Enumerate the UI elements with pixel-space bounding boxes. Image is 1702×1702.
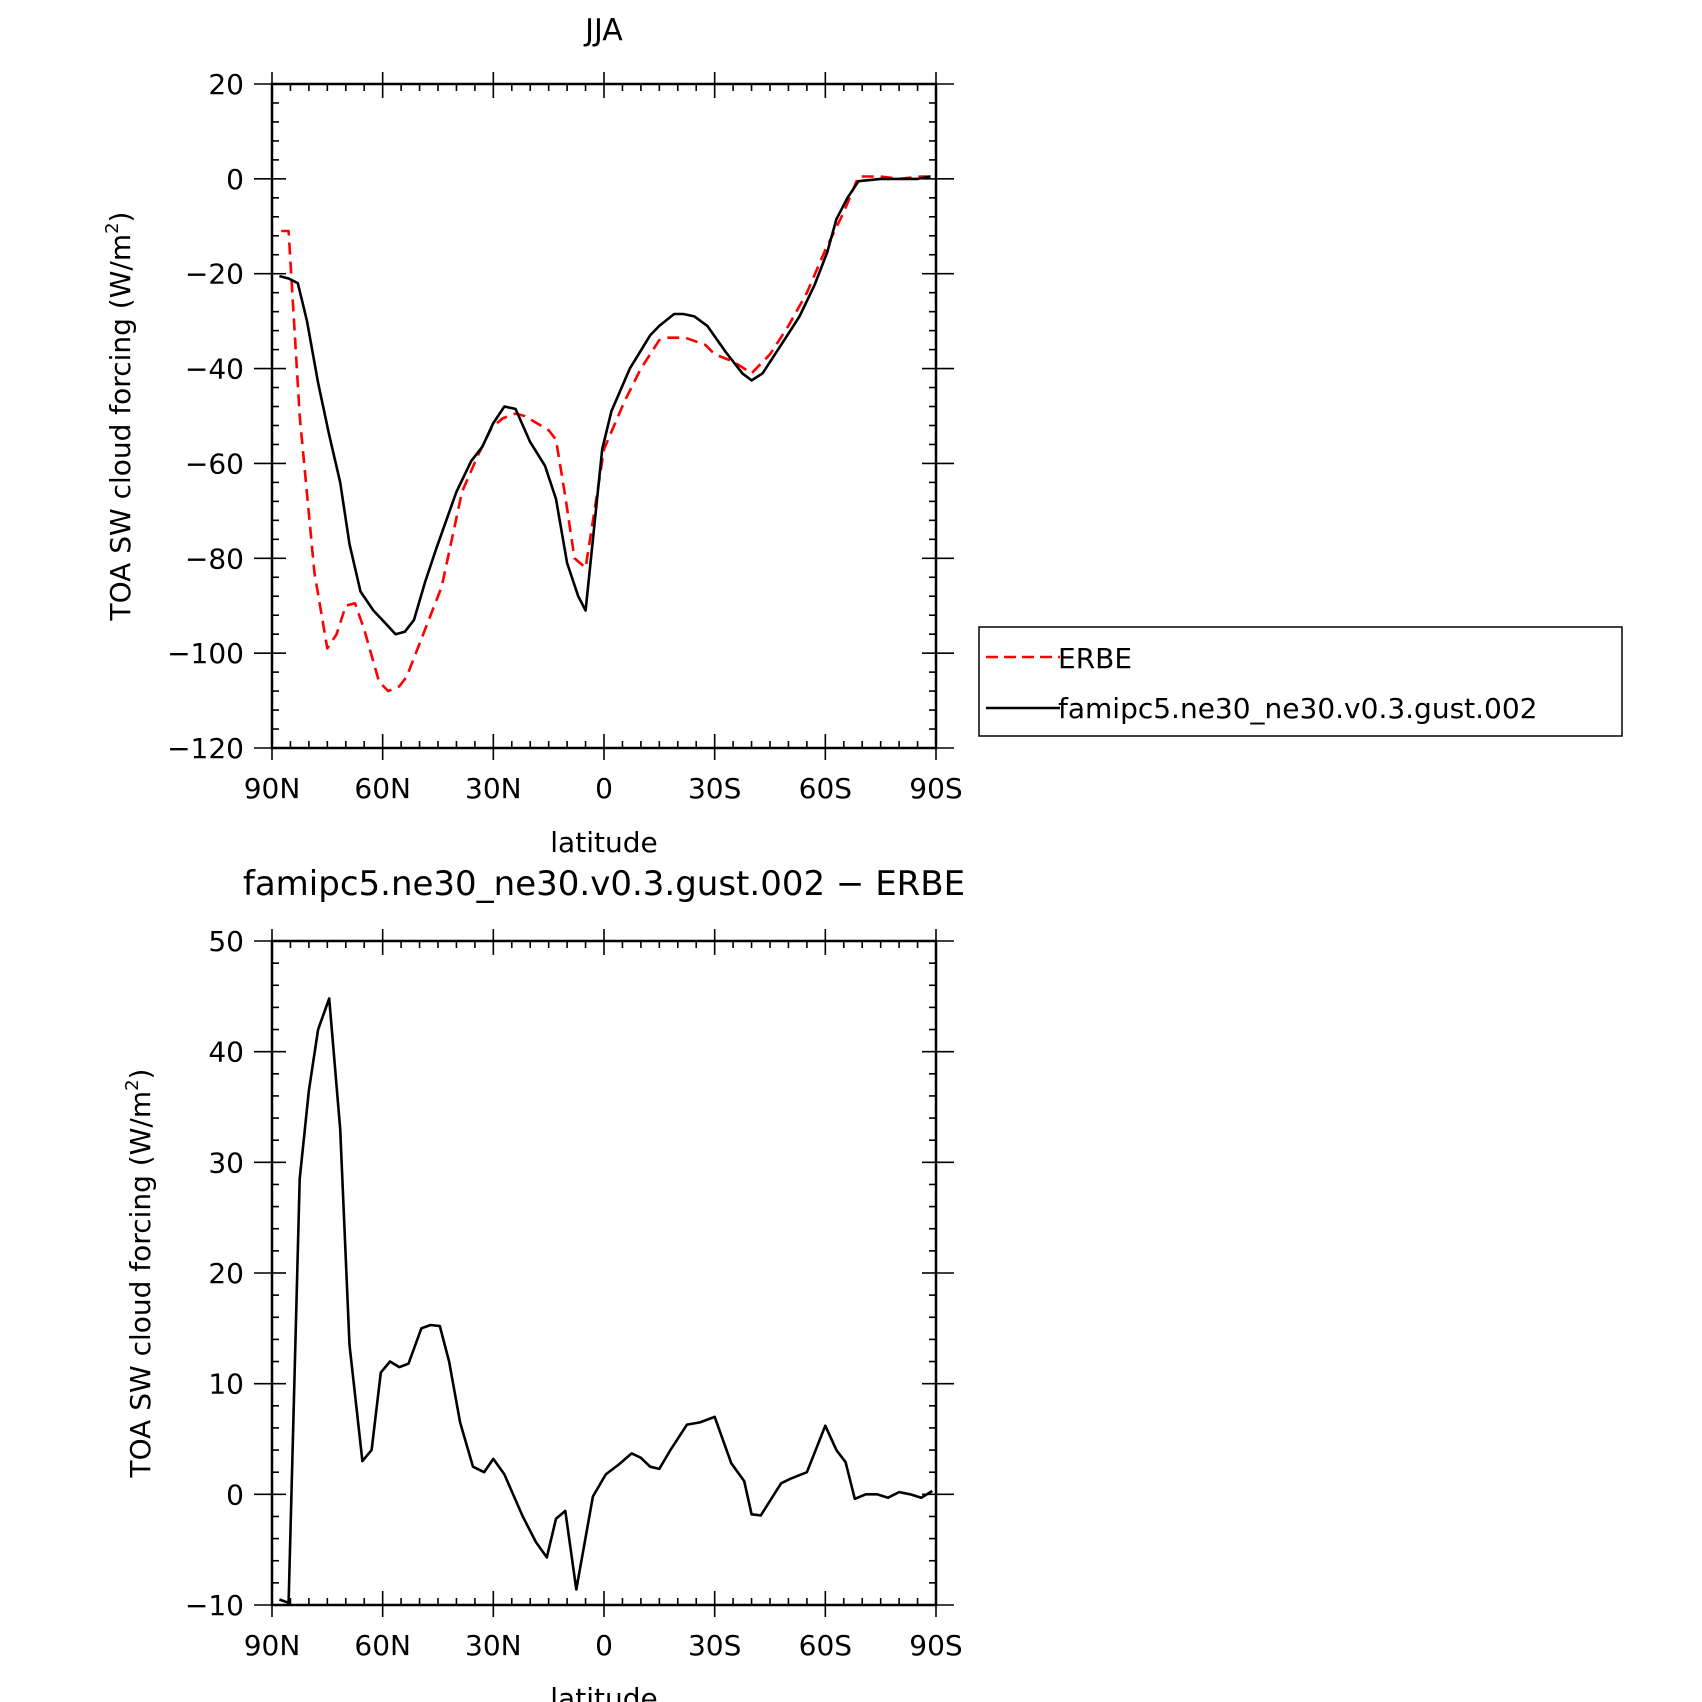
x-tick-label: 0	[595, 772, 613, 805]
x-tick-label: 90S	[909, 1629, 962, 1662]
bottom-chart-y-axis-label: TOA SW cloud forcing (W/m2)	[122, 1069, 157, 1479]
x-tick-label: 30S	[688, 1629, 741, 1662]
difference-series-line	[278, 997, 933, 1605]
top-chart-y-axis-label-superscript: 2	[102, 222, 123, 233]
bottom-chart-frame	[270, 939, 938, 1607]
y-tick-label: 20	[208, 1257, 244, 1290]
bottom-chart: famipc5.ne30_ne30.v0.3.gust.002 − ERBE 9…	[122, 864, 965, 1702]
top-chart-y-axis-label-end: )	[104, 212, 137, 223]
top-chart-legend-box	[978, 626, 1623, 737]
top-chart-y-axis-label: TOA SW cloud forcing (W/m2)	[102, 212, 137, 622]
bottom-chart-x-tick-labels: 90N 60N 30N 0 30S 60S 90S	[244, 1629, 963, 1662]
y-tick-label: −100	[167, 637, 244, 670]
x-tick-label: 30N	[465, 772, 522, 805]
bottom-chart-ticks	[254, 929, 954, 1617]
y-tick-label: −40	[185, 353, 244, 386]
top-chart-frame	[270, 82, 938, 750]
y-tick-label: −80	[185, 542, 244, 575]
erbe-series-line	[281, 175, 931, 693]
x-tick-label: 30N	[465, 1629, 522, 1662]
top-chart-ticks	[254, 72, 954, 760]
top-chart-y-axis-label-main: TOA SW cloud forcing (W/m	[104, 234, 137, 622]
y-tick-label: −120	[167, 732, 244, 765]
y-tick-label: 30	[208, 1146, 244, 1179]
top-chart-x-axis-label: latitude	[550, 826, 657, 859]
famipc5-ne30-ne30-v0-3-gust-002-series-line	[279, 175, 931, 636]
y-tick-label: 20	[208, 68, 244, 101]
bottom-chart-plot-area	[254, 929, 954, 1617]
x-tick-label: 60S	[799, 772, 852, 805]
top-chart-title: JJA	[583, 13, 623, 48]
x-tick-label: 90S	[909, 772, 962, 805]
bottom-chart-y-axis-label-end: )	[124, 1069, 157, 1080]
y-tick-label: 0	[226, 163, 244, 196]
top-chart: JJA 90N 60N 30N 0 30S 60S 90S 20 0 −20 −40 −60 −80 −…	[102, 13, 1623, 859]
legend-erbe-label: ERBE	[1058, 642, 1132, 675]
y-tick-label: 10	[208, 1368, 244, 1401]
bottom-chart-x-axis-label: latitude	[550, 1682, 657, 1702]
top-chart-legend: ERBE famipc5.ne30_ne30.v0.3.gust.002	[978, 626, 1623, 737]
x-tick-label: 60N	[354, 1629, 411, 1662]
bottom-chart-y-axis-label-superscript: 2	[122, 1079, 143, 1090]
x-tick-label: 0	[595, 1629, 613, 1662]
x-tick-label: 60S	[799, 1629, 852, 1662]
bottom-chart-series-group	[278, 997, 933, 1605]
legend-model-label: famipc5.ne30_ne30.v0.3.gust.002	[1058, 692, 1538, 725]
x-tick-label: 30S	[688, 772, 741, 805]
y-tick-label: 0	[226, 1478, 244, 1511]
top-chart-x-tick-labels: 90N 60N 30N 0 30S 60S 90S	[244, 772, 963, 805]
bottom-chart-y-axis-label-main: TOA SW cloud forcing (W/m	[124, 1091, 157, 1479]
y-tick-label: −60	[185, 447, 244, 480]
bottom-chart-y-tick-labels: 50 40 30 20 10 0 −10	[185, 925, 244, 1622]
y-tick-label: 40	[208, 1036, 244, 1069]
x-tick-label: 60N	[354, 772, 411, 805]
x-tick-label: 90N	[244, 1629, 301, 1662]
top-chart-plot-area	[254, 72, 954, 760]
x-tick-label: 90N	[244, 772, 301, 805]
top-chart-y-tick-labels: 20 0 −20 −40 −60 −80 −100 −120	[167, 68, 244, 765]
top-chart-series-group	[279, 175, 931, 693]
bottom-chart-title: famipc5.ne30_ne30.v0.3.gust.002 − ERBE	[243, 864, 965, 904]
y-tick-label: −20	[185, 258, 244, 291]
y-tick-label: 50	[208, 925, 244, 958]
y-tick-label: −10	[185, 1589, 244, 1622]
